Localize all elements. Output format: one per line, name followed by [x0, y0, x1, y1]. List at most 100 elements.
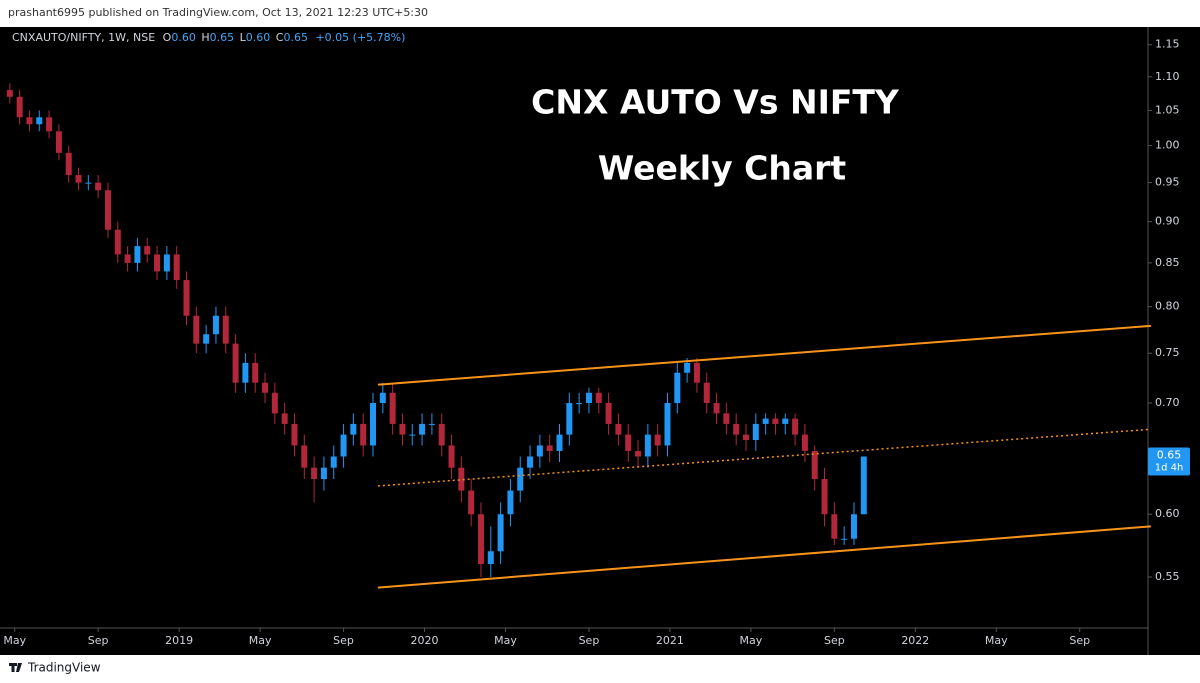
candle-body [752, 423, 759, 441]
y-tick-label: 0.95 [1155, 176, 1180, 189]
trend-line [377, 324, 1151, 386]
candle-body [801, 434, 808, 451]
candle-body [291, 423, 298, 446]
candle-body [124, 254, 131, 263]
candle-body [6, 90, 13, 97]
y-tick-label: 0.80 [1155, 300, 1180, 313]
candle-body [330, 456, 337, 468]
candle-body [232, 343, 239, 383]
candle-body [281, 413, 288, 424]
candle-body [114, 229, 121, 255]
ohlc-h: H [201, 31, 209, 44]
candle-body [811, 450, 818, 480]
annotation: Weekly Chart [598, 149, 846, 188]
x-tick-label: May [985, 634, 1008, 647]
candle-body [55, 131, 62, 153]
candle-body [409, 434, 416, 436]
candle-body [458, 467, 465, 491]
candle-body [448, 445, 455, 468]
candle-body [46, 117, 53, 132]
candle-body [242, 362, 249, 383]
y-tick-label: 1.00 [1155, 139, 1180, 152]
candle-body [222, 315, 229, 344]
candle-body [605, 403, 612, 424]
ohlc-l-value: 0.60 [246, 31, 271, 44]
candle-body [674, 372, 681, 404]
candle-body [419, 423, 426, 435]
candle-body [556, 434, 563, 451]
candle-body [144, 246, 151, 255]
y-tick-label: 1.05 [1155, 103, 1180, 116]
candle-body [536, 445, 543, 457]
candle-body [792, 418, 799, 435]
candle-body [684, 362, 691, 373]
trend-line [377, 525, 1151, 589]
candle-body [497, 514, 504, 552]
candle-body [85, 182, 92, 184]
candle-body [782, 418, 789, 424]
candle-body [389, 392, 396, 424]
candle-body [212, 315, 219, 335]
y-tick-label: 0.75 [1155, 346, 1180, 359]
candle-body [576, 403, 583, 405]
ohlc-o-value: 0.60 [171, 31, 196, 44]
candle-body [487, 551, 494, 565]
candle-body [438, 423, 445, 446]
x-tick-label: Sep [579, 634, 600, 647]
symbol-legend: CNXAUTO/NIFTY, 1W, NSE O0.60 H0.65 L0.60… [12, 31, 405, 44]
candle-body [762, 418, 769, 424]
candle-body [320, 467, 327, 480]
candle-body [625, 434, 632, 451]
ohlc-c-value: 0.65 [283, 31, 308, 44]
candle-body [468, 490, 475, 515]
candle-body [772, 418, 779, 424]
candle-body [203, 334, 210, 344]
candle-body [340, 434, 347, 457]
candle-body [262, 382, 269, 393]
candle-body [743, 434, 750, 441]
candle-body [65, 152, 72, 176]
candle-body [723, 413, 730, 424]
ohlc-l: L [240, 31, 247, 44]
candle-body [154, 254, 161, 272]
candle-body [16, 96, 23, 118]
ohlc-h-value: 0.65 [210, 31, 235, 44]
candle-body [301, 445, 308, 468]
x-tick-label: 2022 [901, 634, 929, 647]
x-tick-label: May [3, 634, 26, 647]
candle-body [134, 246, 141, 263]
x-tick-label: 2021 [656, 634, 684, 647]
candle-body [477, 514, 484, 565]
candle-body [821, 479, 828, 515]
candle-body [193, 315, 200, 344]
y-tick-label: 0.70 [1155, 396, 1180, 409]
candle-body [163, 254, 170, 272]
candle-body [350, 423, 357, 435]
candle-body [252, 362, 259, 383]
candle-body [527, 456, 534, 468]
publisher: prashant6995 published on TradingView.co… [8, 6, 428, 19]
candle-body [399, 423, 406, 435]
candle-body [654, 434, 661, 446]
candle-body [507, 490, 514, 515]
x-tick-label: Sep [333, 634, 354, 647]
x-tick-label: Sep [88, 634, 109, 647]
y-tick-label: 0.55 [1155, 570, 1180, 583]
trend-line [377, 428, 1151, 487]
x-tick-label: Sep [824, 634, 845, 647]
candle-body [595, 392, 602, 404]
candle-body [546, 445, 553, 451]
x-tick-label: 2020 [411, 634, 439, 647]
candle-body [379, 392, 386, 404]
candle-body [733, 423, 740, 435]
candle-body [183, 280, 190, 316]
y-tick-label: 0.90 [1155, 215, 1180, 228]
candle-body [517, 467, 524, 491]
candle-body [644, 434, 651, 457]
candle-body [693, 362, 700, 383]
y-tick-label: 0.60 [1155, 507, 1180, 520]
candle-body [311, 467, 318, 480]
y-tick-label: 1.15 [1155, 38, 1180, 51]
